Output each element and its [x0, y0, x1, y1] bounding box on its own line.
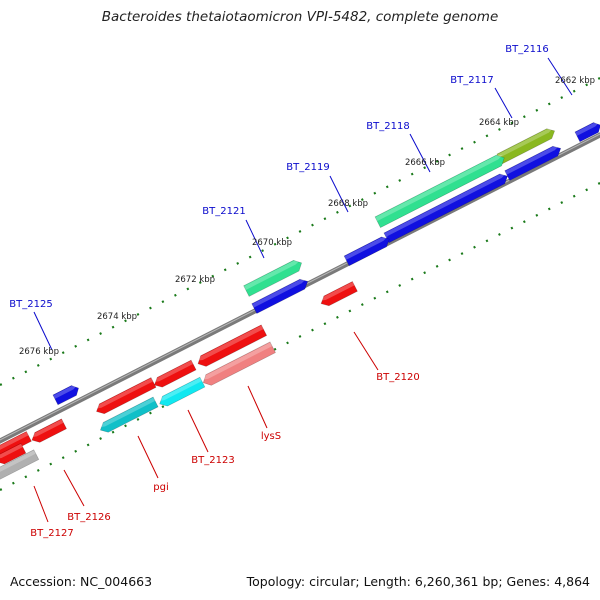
tick-row-2: [0, 182, 600, 491]
gene-unlabeled-16[interactable]: [29, 418, 67, 445]
tick-row-1: [0, 77, 600, 386]
leader-line: [409, 133, 431, 173]
gene-unlabeled-2[interactable]: [504, 143, 563, 181]
kbp-label: 2672 kbp: [175, 275, 215, 285]
gene-label: BT_2116: [505, 44, 548, 55]
gene-label: BT_2123: [191, 455, 234, 466]
gene-bt_2119[interactable]: [343, 234, 392, 267]
topology-text: Topology: circular; Length: 6,260,361 bp…: [246, 574, 590, 589]
gene-unlabeled-14[interactable]: [94, 377, 157, 417]
gene-label: BT_2121: [202, 206, 245, 217]
gene-label: BT_2117: [450, 75, 493, 86]
gene-unlabeled-7[interactable]: [251, 276, 310, 314]
leader-line: [247, 385, 268, 429]
leader-line: [494, 87, 513, 119]
accession-text: Accession: NC_004663: [10, 574, 153, 589]
gene-features: [0, 122, 600, 483]
gene-label: BT_2126: [67, 512, 110, 523]
leader-line: [187, 409, 209, 453]
gene-bt_2121[interactable]: [243, 258, 305, 297]
gene-label: BT_2120: [376, 372, 419, 383]
gene-label: BT_2125: [9, 299, 52, 310]
leader-line: [137, 435, 159, 479]
gene-label: pgi: [153, 482, 168, 493]
leader-line: [63, 469, 85, 507]
gene-bt_2125[interactable]: [52, 383, 81, 406]
gene-lyss[interactable]: [201, 341, 276, 388]
leader-line: [547, 57, 573, 96]
kbp-label: 2668 kbp: [328, 199, 368, 209]
leader-line: [33, 485, 49, 523]
gene-bt_2127[interactable]: [0, 449, 40, 483]
gene-pgi[interactable]: [98, 396, 159, 435]
gene-label: BT_2118: [366, 121, 409, 132]
kbp-label: 2670 kbp: [252, 238, 292, 248]
kbp-label: 2664 kbp: [479, 118, 519, 128]
map-title: Bacteroides thetaiotaomicron VPI-5482, c…: [101, 9, 499, 25]
kbp-label: 2662 kbp: [555, 76, 595, 86]
gene-labels: BT_2116 BT_2117 BT_2118 BT_2119 BT_2121 BT_21…: [9, 44, 573, 539]
kbp-label: 2666 kbp: [405, 158, 445, 168]
leader-line: [33, 311, 53, 351]
tick-marks: [0, 77, 600, 491]
gene-label: BT_2127: [30, 528, 73, 539]
gene-label: lysS: [261, 431, 281, 442]
leader-line: [353, 331, 379, 371]
kbp-label: 2676 kbp: [19, 347, 59, 357]
leader-line: [329, 175, 349, 213]
gene-unlabeled-12[interactable]: [152, 359, 197, 390]
kbp-label: 2674 kbp: [97, 312, 137, 322]
gene-unlabeled-18[interactable]: [0, 442, 27, 466]
gene-bt_2120[interactable]: [319, 281, 358, 308]
gene-unlabeled-10[interactable]: [195, 324, 268, 369]
gene-label: BT_2119: [286, 162, 329, 173]
gene-bt_2123[interactable]: [157, 376, 206, 409]
kbp-labels: 2662 kbp 2664 kbp 2666 kbp 2668 kbp 2670 kbp…: [19, 76, 595, 357]
gene-bt_2118[interactable]: [374, 152, 507, 228]
leader-line: [245, 219, 265, 259]
